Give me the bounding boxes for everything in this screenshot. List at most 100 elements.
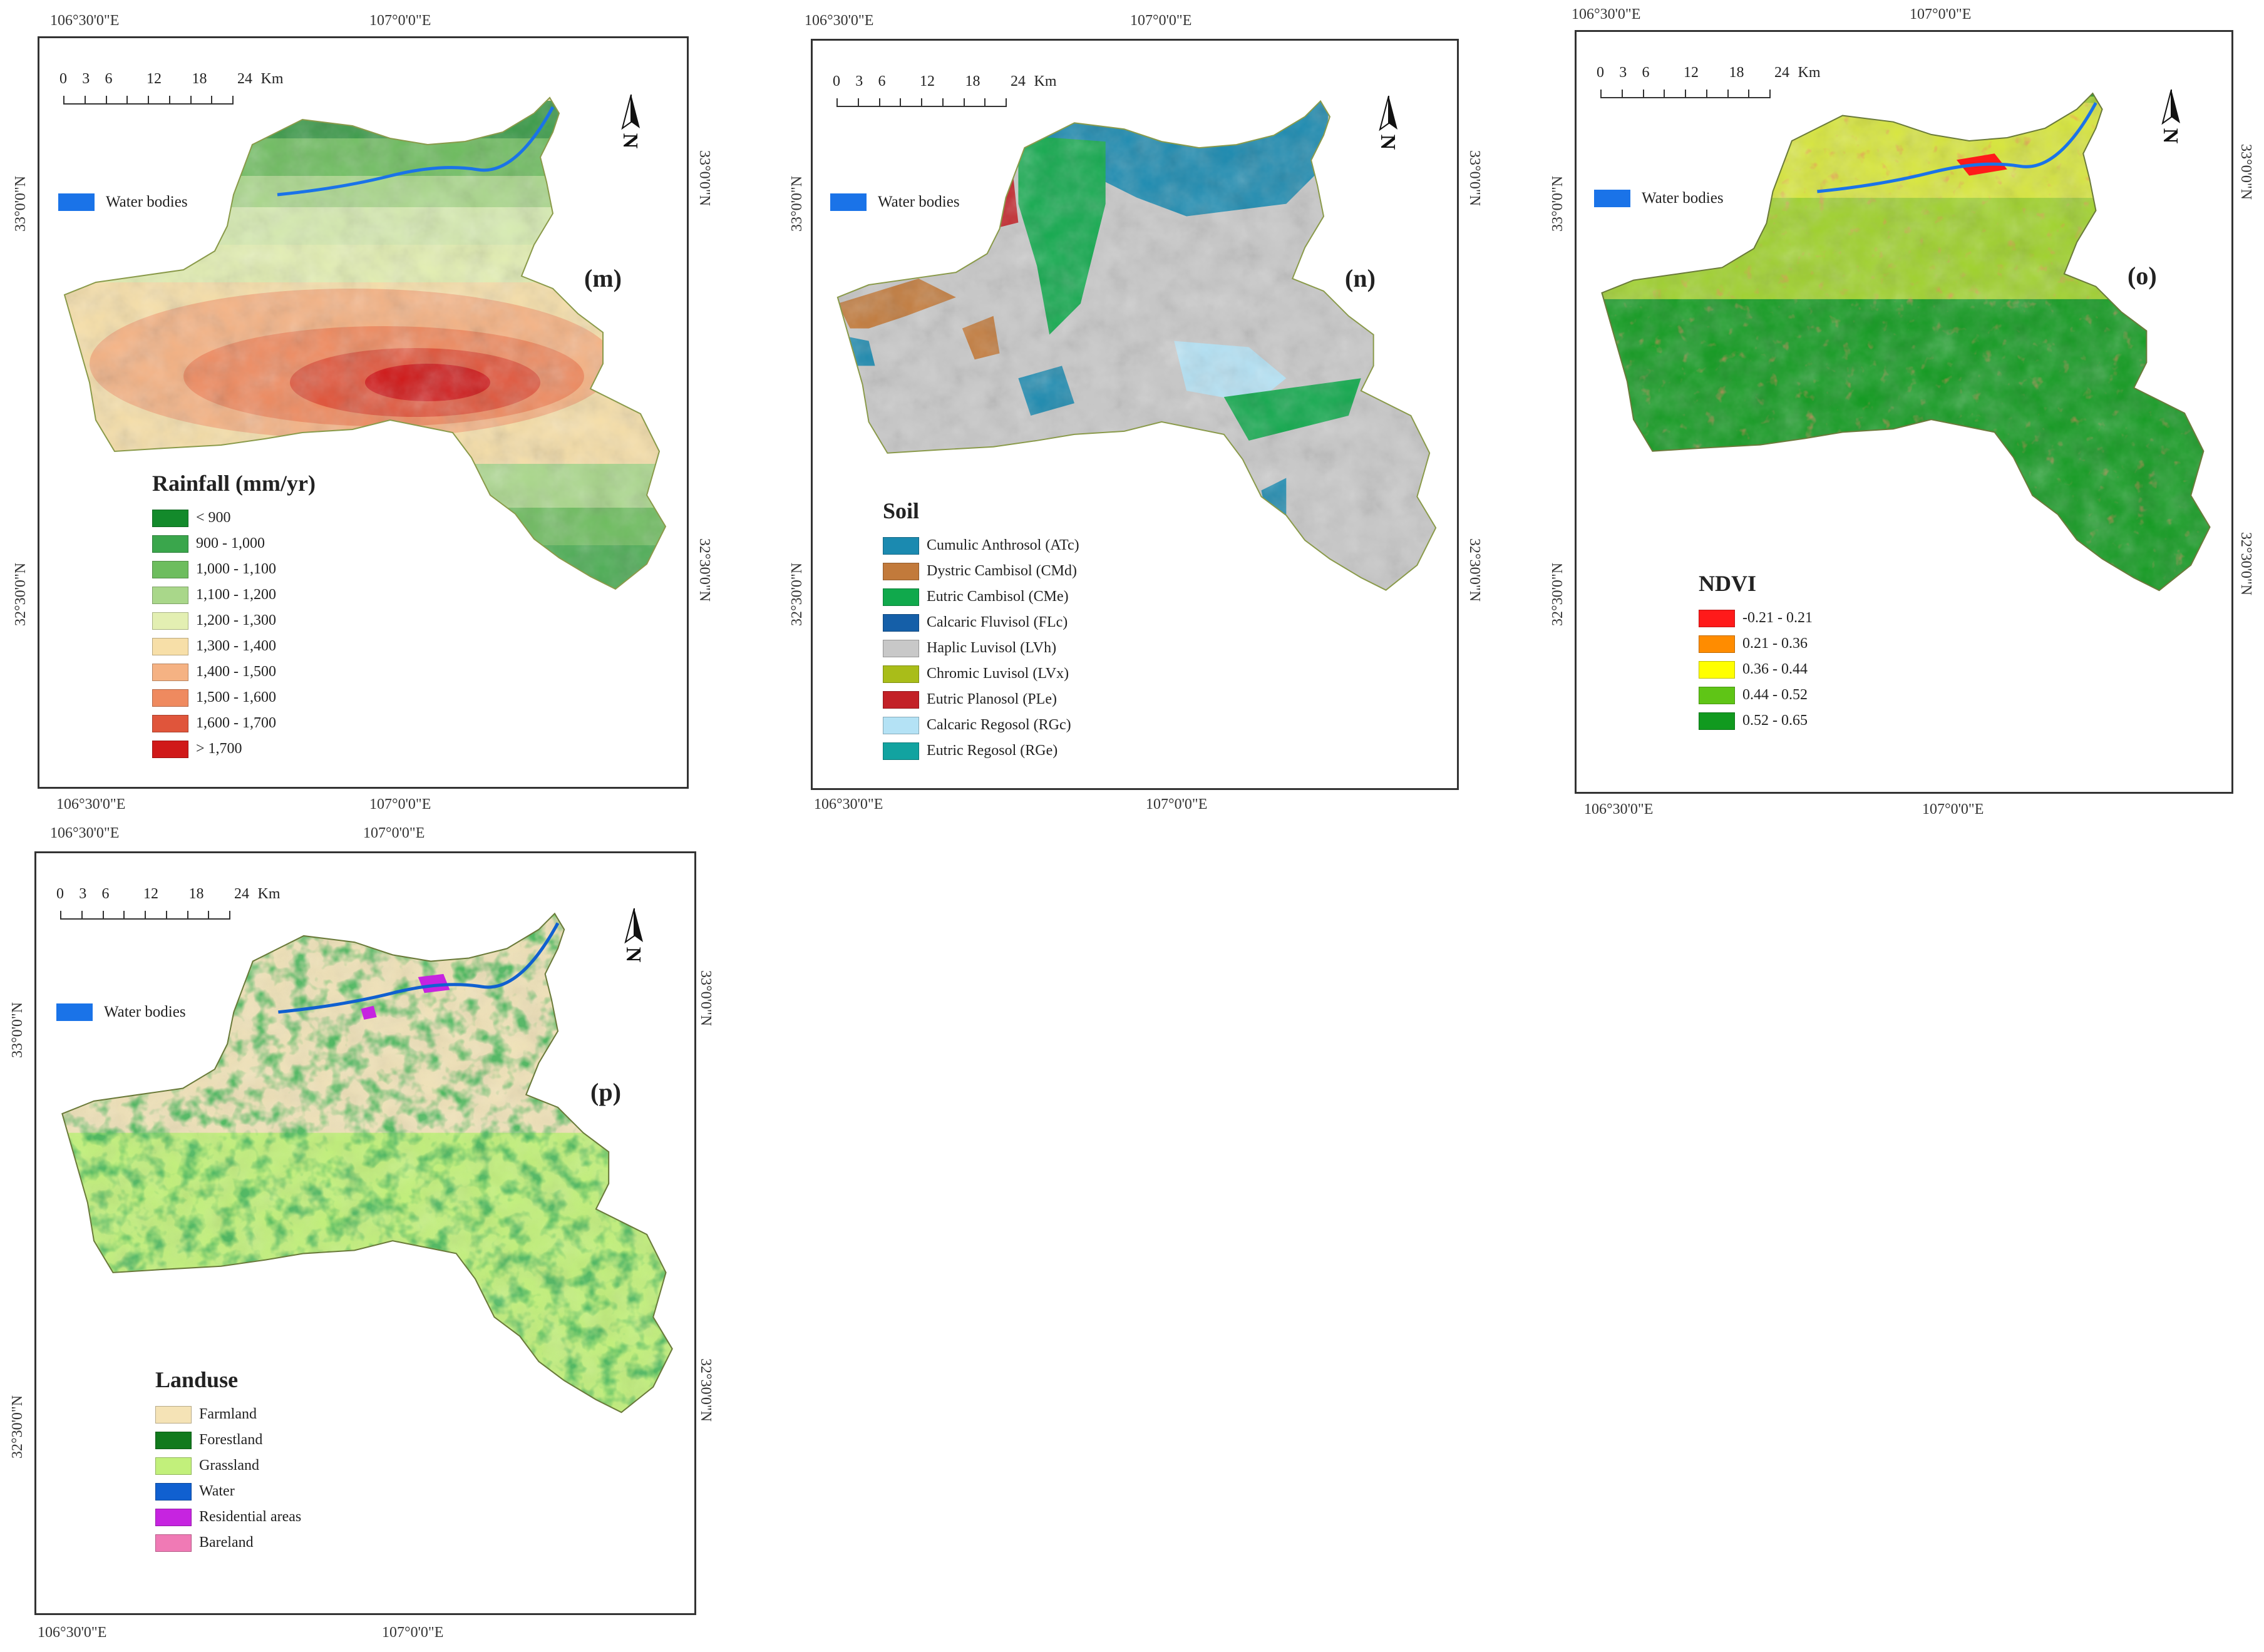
legend-item: Eutric Regosol (RGe) bbox=[883, 738, 1079, 764]
panel-m-rainfall: 106°30'0"E 107°0'0"E bbox=[0, 0, 713, 814]
panel-n-soil: 106°30'0"E 107°0'0"E 0 3 bbox=[770, 0, 1483, 814]
water-swatch bbox=[56, 1003, 93, 1021]
legend-swatch bbox=[883, 562, 919, 580]
lon-label-top-right: 107°0'0"E bbox=[1910, 6, 1972, 23]
legend-swatch bbox=[155, 1431, 192, 1449]
legend-swatch bbox=[152, 740, 188, 758]
legend-swatch bbox=[1699, 660, 1735, 679]
lon-label-bottom-left: 106°30'0"E bbox=[38, 1624, 107, 1641]
water-bodies-label: Water bodies bbox=[106, 193, 188, 210]
legend-item: Water bbox=[155, 1479, 301, 1504]
legend-item: 0.36 - 0.44 bbox=[1699, 657, 1813, 682]
water-bodies-key: Water bodies bbox=[830, 193, 960, 211]
north-arrow-icon bbox=[2159, 90, 2183, 145]
scale-bar-labels: 0 3 6 12 18 24 Km bbox=[833, 73, 1057, 90]
legend-item: Calcaric Fluvisol (FLc) bbox=[883, 610, 1079, 635]
scale-bar bbox=[63, 95, 234, 105]
scale-bar bbox=[836, 97, 1007, 107]
legend-swatch bbox=[152, 689, 188, 707]
legend-swatch bbox=[152, 663, 188, 681]
legend-swatch bbox=[1699, 686, 1735, 704]
legend-item: Farmland bbox=[155, 1402, 301, 1427]
legend-swatch bbox=[155, 1534, 192, 1552]
soil-map bbox=[836, 100, 1437, 591]
lat-label-left-upper: 33°0'0"N bbox=[789, 175, 805, 232]
panel-p-landuse: 106°30'0"E 107°0'0"E 0 3 6 12 18 24 Km bbox=[0, 820, 720, 1646]
legend-title: NDVI bbox=[1699, 571, 1757, 596]
lon-label-top-left: 106°30'0"E bbox=[50, 13, 120, 29]
legend-swatch bbox=[155, 1457, 192, 1475]
landuse-map bbox=[61, 913, 673, 1413]
legend-item: Dystric Cambisol (CMd) bbox=[883, 558, 1079, 584]
legend-item: 0.52 - 0.65 bbox=[1699, 708, 1813, 734]
water-bodies-label: Water bodies bbox=[104, 1003, 186, 1020]
legend-item: 1,400 - 1,500 bbox=[152, 659, 316, 685]
legend-item: 1,100 - 1,200 bbox=[152, 582, 316, 608]
panel-label: (m) bbox=[584, 264, 622, 292]
legend-swatch bbox=[883, 588, 919, 606]
scale-bar-labels: 0 3 6 12 18 24 Km bbox=[1597, 64, 1821, 81]
legend-swatch bbox=[155, 1405, 192, 1424]
legend-title: Rainfall (mm/yr) bbox=[152, 471, 316, 496]
legend-swatch bbox=[883, 665, 919, 683]
legend-swatch bbox=[1699, 635, 1735, 653]
legend-swatch bbox=[152, 637, 188, 655]
north-arrow-icon bbox=[1376, 96, 1400, 151]
lon-label-top-left: 106°30'0"E bbox=[1572, 6, 1641, 23]
map-frame: 0 3 6 12 18 24 Km Water bodies (m) Rainf… bbox=[38, 36, 689, 789]
lon-label-bottom-right: 107°0'0"E bbox=[1922, 801, 1984, 818]
lat-label-right-lower: 32°30'0"N bbox=[697, 1358, 714, 1422]
map-frame: 0 3 6 12 18 24 Km Water bodies (p) Landu… bbox=[34, 851, 696, 1615]
legend-item: 0.44 - 0.52 bbox=[1699, 682, 1813, 708]
ndvi-map bbox=[1601, 93, 2211, 592]
legend-title: Landuse bbox=[155, 1367, 239, 1392]
lon-label-top-right: 107°0'0"E bbox=[369, 13, 431, 29]
legend-swatch bbox=[152, 509, 188, 527]
lat-label-left-lower: 32°30'0"N bbox=[1550, 562, 1566, 626]
legend: Landuse Farmland Forestland Grassland Wa… bbox=[155, 1367, 301, 1556]
lat-label-right-upper: 33°0'0"N bbox=[697, 970, 714, 1027]
lat-label-left-upper: 33°0'0"N bbox=[13, 175, 29, 232]
legend-item: Forestland bbox=[155, 1427, 301, 1453]
lon-label-bottom-left: 106°30'0"E bbox=[56, 796, 126, 813]
lon-label-bottom-left: 106°30'0"E bbox=[814, 796, 883, 813]
legend-item: Eutric Planosol (PLe) bbox=[883, 687, 1079, 712]
legend-item: Grassland bbox=[155, 1453, 301, 1479]
legend-item: 1,600 - 1,700 bbox=[152, 711, 316, 736]
lat-label-left-lower: 32°30'0"N bbox=[789, 562, 805, 626]
lon-label-top-right: 107°0'0"E bbox=[1130, 13, 1192, 29]
legend-item: 1,200 - 1,300 bbox=[152, 608, 316, 634]
scale-bar bbox=[1600, 88, 1771, 98]
north-arrow-icon bbox=[622, 908, 646, 963]
legend: NDVI -0.21 - 0.21 0.21 - 0.36 0.36 - 0.4… bbox=[1699, 570, 1813, 734]
river bbox=[1817, 102, 2097, 193]
lat-label-right-lower: 32°30'0"N bbox=[1466, 538, 1483, 602]
scale-bar-labels: 0 3 6 12 18 24 Km bbox=[56, 886, 280, 902]
landuse-residential bbox=[418, 973, 450, 993]
lon-label-bottom-right: 107°0'0"E bbox=[369, 796, 431, 813]
legend-item: < 900 bbox=[152, 505, 316, 531]
legend-item: 1,300 - 1,400 bbox=[152, 634, 316, 659]
lon-label-top-left: 106°30'0"E bbox=[50, 825, 120, 841]
legend-title: Soil bbox=[883, 498, 920, 523]
legend-item: Haplic Luvisol (LVh) bbox=[883, 635, 1079, 661]
lon-label-bottom-right: 107°0'0"E bbox=[382, 1624, 444, 1641]
water-swatch bbox=[58, 193, 95, 211]
map-frame: 0 3 6 12 18 24 Km Water bodies (o) NDVI … bbox=[1575, 30, 2233, 794]
lon-label-bottom-right: 107°0'0"E bbox=[1146, 796, 1208, 813]
water-bodies-key: Water bodies bbox=[1594, 190, 1724, 207]
legend: Rainfall (mm/yr) < 900 900 - 1,000 1,000… bbox=[152, 470, 316, 762]
legend-item: Chromic Luvisol (LVx) bbox=[883, 661, 1079, 687]
water-bodies-label: Water bodies bbox=[1642, 190, 1724, 207]
scale-bar bbox=[60, 910, 230, 920]
lat-label-left-lower: 32°30'0"N bbox=[9, 1395, 26, 1459]
legend-item: 0.21 - 0.36 bbox=[1699, 631, 1813, 657]
legend-item: Cumulic Anthrosol (ATc) bbox=[883, 533, 1079, 558]
legend-swatch bbox=[883, 742, 919, 760]
water-swatch bbox=[1594, 190, 1630, 207]
legend-item: Bareland bbox=[155, 1530, 301, 1556]
lat-label-right-upper: 33°0'0"N bbox=[1466, 150, 1483, 207]
north-arrow-icon bbox=[619, 95, 642, 150]
legend-item: > 1,700 bbox=[152, 736, 316, 762]
rainfall-map bbox=[64, 97, 666, 590]
